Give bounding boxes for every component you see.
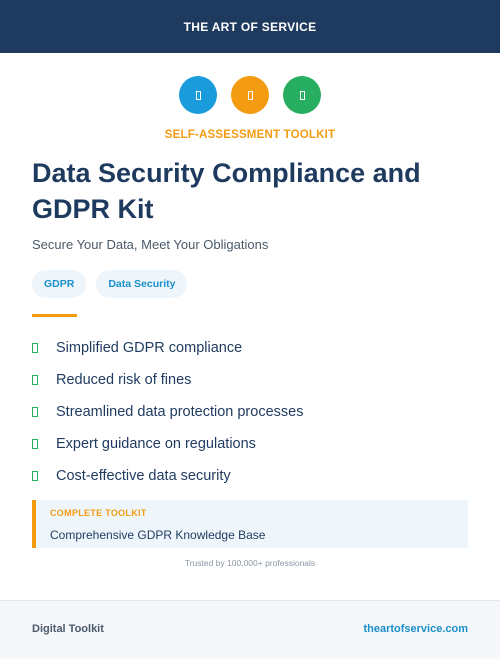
benefit-list: Simplified GDPR compliance Reduced risk …	[32, 332, 303, 492]
callout-text: Comprehensive GDPR Knowledge Base	[50, 528, 266, 542]
check-icon	[32, 407, 38, 417]
clipboard-icon	[231, 76, 269, 114]
list-item: Streamlined data protection processes	[32, 396, 303, 428]
benefit-text: Streamlined data protection processes	[56, 404, 304, 420]
check-icon	[32, 375, 38, 385]
tag-gdpr: GDPR	[32, 270, 87, 298]
website-link[interactable]: theartofservice.com	[363, 623, 468, 635]
trust-note: Trusted by 100,000+ professionals	[184, 558, 316, 568]
lock-icon	[283, 76, 321, 114]
benefit-text: Simplified GDPR compliance	[56, 340, 243, 356]
check-icon	[32, 471, 38, 481]
benefit-text: Reduced risk of fines	[56, 372, 192, 388]
tag-data-security: Data Security	[96, 270, 188, 298]
page-subtitle: Secure Your Data, Meet Your Obligations	[32, 237, 269, 252]
icon-row	[0, 76, 500, 114]
callout-label: COMPLETE TOOLKIT	[50, 508, 147, 518]
shield-icon	[179, 76, 217, 114]
header-bar: THE ART OF SERVICE	[0, 0, 500, 53]
page-title: Data Security Compliance and GDPR Kit	[32, 158, 421, 224]
footer-bar: Digital Toolkit theartofservice.com	[0, 600, 500, 659]
check-icon	[32, 343, 38, 353]
toolkit-kicker: SELF-ASSESSMENT TOOLKIT	[164, 129, 336, 141]
benefit-text: Expert guidance on regulations	[56, 436, 256, 452]
section-divider	[32, 314, 77, 317]
toolkit-callout: COMPLETE TOOLKIT Comprehensive GDPR Know…	[32, 500, 468, 548]
footer-label: Digital Toolkit	[32, 623, 104, 635]
list-item: Expert guidance on regulations	[32, 428, 303, 460]
list-item: Cost-effective data security	[32, 460, 303, 492]
check-icon	[32, 439, 38, 449]
list-item: Simplified GDPR compliance	[32, 332, 303, 364]
tag-list: GDPR Data Security	[32, 270, 188, 298]
list-item: Reduced risk of fines	[32, 364, 303, 396]
benefit-text: Cost-effective data security	[56, 468, 231, 484]
brand-name: THE ART OF SERVICE	[183, 19, 317, 34]
